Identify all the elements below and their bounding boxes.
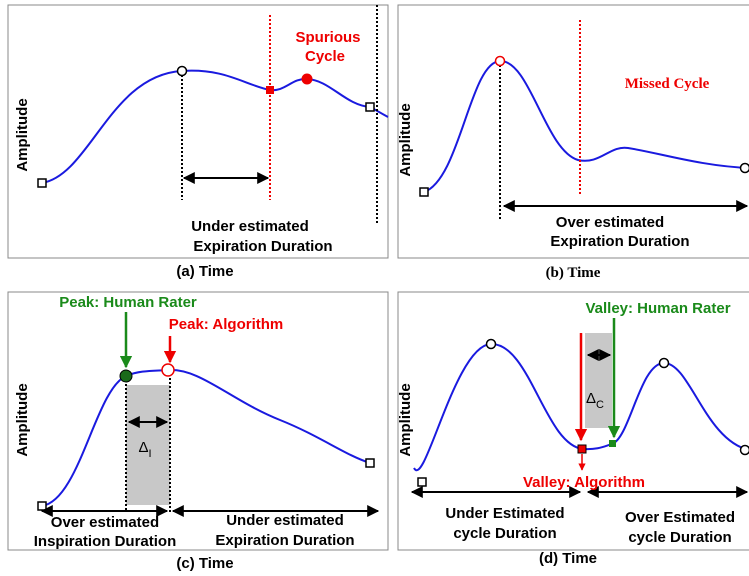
point-marker (266, 86, 274, 94)
algorithm-valley-marker (577, 444, 587, 454)
signal-curve (41, 368, 371, 507)
duration-label: Inspiration Duration (34, 533, 177, 550)
signal-curve (41, 69, 389, 184)
point-marker (419, 187, 429, 197)
panel-frame (397, 291, 749, 551)
peak-marker (485, 338, 497, 350)
signal-curve (413, 342, 749, 472)
panel-c: ΔI Peak: Human Rater Peak: Algorithm Ove… (7, 291, 389, 572)
panel-b: Missed Cycle Over estimated Expiration D… (397, 4, 749, 281)
algorithm-label: Peak: Algorithm (169, 316, 283, 333)
x-axis-label: (d) Time (539, 550, 597, 567)
delta-region (126, 385, 170, 505)
point-marker (739, 162, 749, 174)
delta-label: ΔC (586, 390, 604, 411)
point-marker (739, 444, 749, 456)
delta-symbol: Δ (586, 390, 596, 407)
duration-label: Expiration Duration (193, 238, 332, 255)
panel-frame (7, 291, 389, 551)
y-axis-label: Amplitude (397, 383, 414, 456)
panel-d: ΔC Valley: Human Rater Valley: Algorithm… (397, 291, 749, 567)
delta-symbol: Δ (138, 439, 148, 456)
x-axis-label: (b) Time (546, 265, 601, 281)
duration-label: Over Estimated (625, 509, 735, 526)
event-label: Spurious (295, 29, 360, 46)
point-marker (37, 178, 47, 188)
peak-marker (176, 65, 188, 77)
panel-frame (7, 4, 389, 259)
duration-label: Over estimated (556, 214, 664, 231)
y-axis-label: Amplitude (397, 103, 414, 176)
algorithm-label: Valley: Algorithm (523, 474, 645, 491)
point-marker (417, 477, 427, 487)
y-axis-label: Amplitude (14, 383, 31, 456)
duration-label: cycle Duration (453, 525, 556, 542)
event-label: Cycle (305, 48, 345, 65)
panel-frame (397, 4, 749, 259)
duration-label: Under Estimated (445, 505, 564, 522)
delta-region (585, 333, 612, 428)
delta-subscript: I (148, 448, 151, 460)
point-marker (37, 501, 47, 511)
spurious-marker (301, 73, 313, 85)
event-label: Missed Cycle (625, 76, 710, 92)
duration-label: Under estimated (191, 218, 309, 235)
duration-label: cycle Duration (628, 529, 731, 546)
panel-a: Spurious Cycle Under estimated Expiratio… (7, 4, 389, 280)
human-label: Valley: Human Rater (585, 300, 730, 317)
duration-label: Expiration Duration (550, 233, 689, 250)
point-marker (365, 102, 375, 112)
delta-subscript: C (596, 399, 604, 411)
y-axis-label: Amplitude (14, 98, 31, 171)
x-axis-label: (a) Time (176, 263, 233, 280)
delta-label: ΔI (138, 439, 151, 460)
duration-label: Under estimated (226, 512, 344, 529)
algorithm-peak-marker (161, 363, 175, 377)
human-valley-marker (609, 440, 616, 447)
human-peak-marker (119, 369, 133, 383)
peak-marker (494, 55, 506, 67)
duration-label: Expiration Duration (215, 532, 354, 549)
peak-marker (658, 357, 670, 369)
x-axis-label: (c) Time (176, 555, 233, 572)
human-label: Peak: Human Rater (59, 294, 197, 311)
signal-curve (423, 59, 749, 193)
duration-label: Over estimated (51, 514, 159, 531)
point-marker (365, 458, 375, 468)
